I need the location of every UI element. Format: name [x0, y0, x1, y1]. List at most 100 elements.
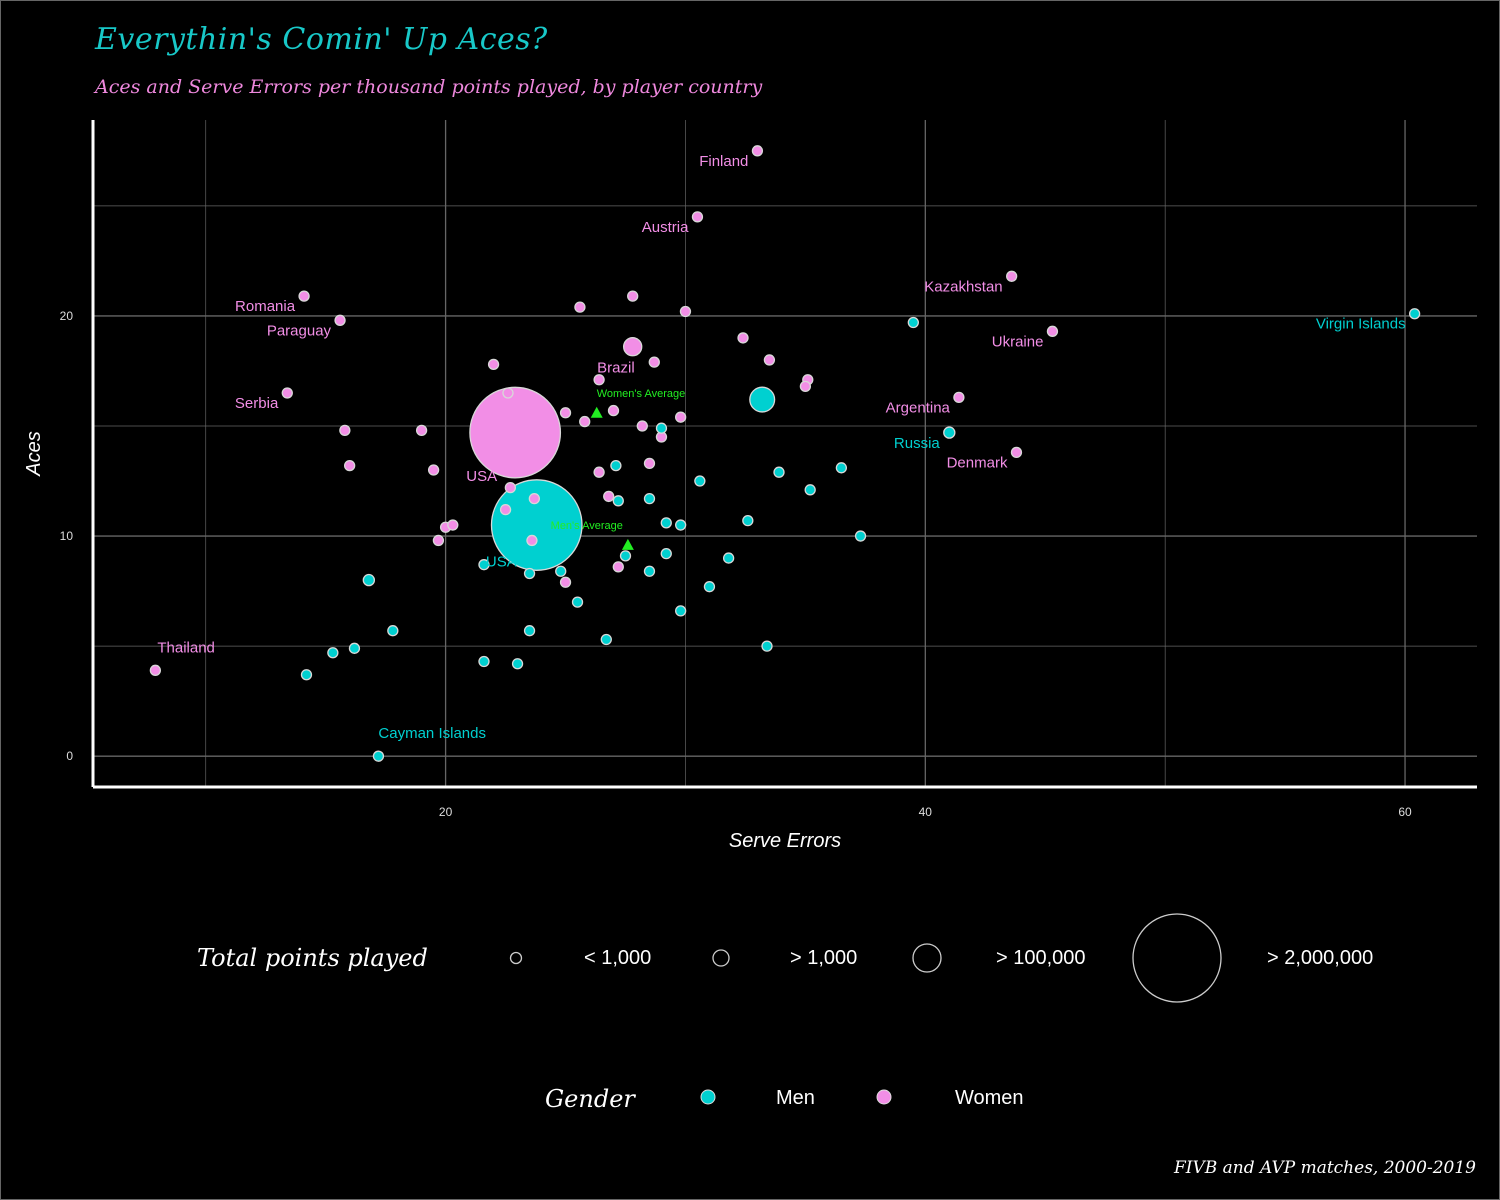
point-label: Ukraine [992, 333, 1044, 350]
data-point-men [907, 316, 919, 329]
data-point-women [334, 314, 346, 326]
data-point-men [612, 495, 624, 507]
size-legend-label-3: > 100,000 [996, 947, 1086, 969]
point-label: Serbia [235, 395, 279, 412]
data-point-women [487, 358, 500, 370]
data-point-men [523, 625, 536, 637]
data-point-men [372, 750, 385, 762]
gender-legend-icons [700, 1089, 892, 1105]
point-label: USA [486, 553, 517, 570]
data-point-men [643, 565, 656, 577]
data-point-women [751, 145, 764, 157]
point-label: Denmark [947, 454, 1008, 471]
data-point-women [149, 664, 162, 676]
data-point-men [722, 552, 735, 564]
data-point-men [773, 466, 785, 478]
data-point-women [593, 374, 605, 386]
data-point-men [387, 625, 399, 637]
data-point-men [1408, 308, 1421, 320]
men-legend-label: Men [776, 1087, 815, 1109]
data-point-men [943, 426, 956, 439]
data-point-women [612, 561, 624, 573]
data-point-men [348, 642, 361, 654]
point-label: Romania [235, 298, 296, 315]
data-point-women [679, 305, 692, 318]
data-point-men [660, 517, 672, 529]
data-point-men [600, 633, 612, 646]
chart-caption: FIVB and AVP matches, 2000-2019 [1173, 1158, 1476, 1178]
data-point-men [854, 530, 867, 542]
data-point-women [504, 481, 517, 494]
size-legend-label-1: < 1,000 [584, 947, 652, 969]
size-legend-label-4: > 2,000,000 [1267, 947, 1374, 969]
data-point-women [526, 534, 538, 547]
average-label: Women's Average [597, 388, 686, 400]
data-point-men [610, 459, 622, 472]
data-point-men [478, 559, 490, 571]
data-point-men [478, 655, 490, 668]
size-legend-circle-large [912, 943, 942, 973]
data-point-women [281, 387, 293, 399]
data-point-men [555, 565, 567, 577]
data-point-women [763, 354, 776, 366]
x-tick-label: 40 [919, 805, 933, 819]
data-point-men [643, 492, 656, 505]
data-point-men [835, 462, 848, 474]
data-point-women [298, 290, 310, 302]
size-legend-icons [509, 913, 1222, 1003]
size-legend-circle-medium [712, 949, 730, 967]
data-point-women [559, 576, 572, 588]
women-legend-dot [876, 1089, 892, 1105]
data-point-women [447, 519, 459, 531]
data-point-women [559, 407, 572, 419]
y-tick-label: 0 [66, 749, 73, 763]
size-legend-circle-small [509, 951, 523, 965]
point-label: USA [466, 468, 497, 485]
point-label: Paraguay [267, 322, 332, 339]
gender-legend-title: Gender [545, 1085, 635, 1113]
data-point-men [804, 484, 816, 496]
point-label: Thailand [157, 639, 215, 656]
data-point-women [643, 457, 656, 470]
data-point-women [622, 337, 643, 357]
data-point-women [603, 490, 615, 503]
x-axis-title: Serve Errors [729, 830, 841, 852]
data-point-men [362, 573, 376, 587]
data-point-men [327, 647, 339, 659]
data-point-men [749, 386, 776, 413]
data-point-women [1006, 270, 1018, 282]
point-label: Virgin Islands [1316, 316, 1406, 333]
point-label: Brazil [597, 360, 635, 377]
data-point-women [627, 290, 639, 302]
point-label: Cayman Islands [378, 725, 486, 742]
x-tick-label: 20 [439, 805, 453, 819]
data-point-men [300, 669, 313, 681]
data-point-men [523, 567, 536, 580]
data-point-women [648, 356, 660, 368]
point-label: Argentina [886, 399, 951, 416]
chart-subtitle: Aces and Serve Errors per thousand point… [95, 76, 763, 98]
size-legend-circle-xlarge [1132, 913, 1222, 1003]
data-point-men [703, 581, 716, 593]
y-axis-title: Aces [23, 431, 45, 476]
chart-title: Everythin's Comin' Up Aces? [95, 22, 548, 57]
average-marker [621, 538, 634, 550]
y-tick-label: 20 [60, 309, 74, 323]
data-point-women [339, 424, 351, 437]
point-label: Finland [699, 153, 748, 170]
data-point-men [675, 519, 687, 531]
data-point-women [1010, 446, 1023, 459]
data-point-women [502, 387, 514, 399]
point-label: Austria [642, 219, 689, 236]
data-point-men [511, 658, 524, 670]
women-legend-label: Women [955, 1087, 1024, 1109]
data-point-men [660, 548, 672, 560]
data-point-men [655, 422, 668, 434]
data-point-men [742, 514, 754, 527]
data-point-women [574, 301, 586, 313]
data-point-women [579, 415, 591, 428]
data-point-women [415, 424, 428, 437]
data-point-women [499, 503, 512, 516]
y-tick-label: 10 [60, 529, 74, 543]
